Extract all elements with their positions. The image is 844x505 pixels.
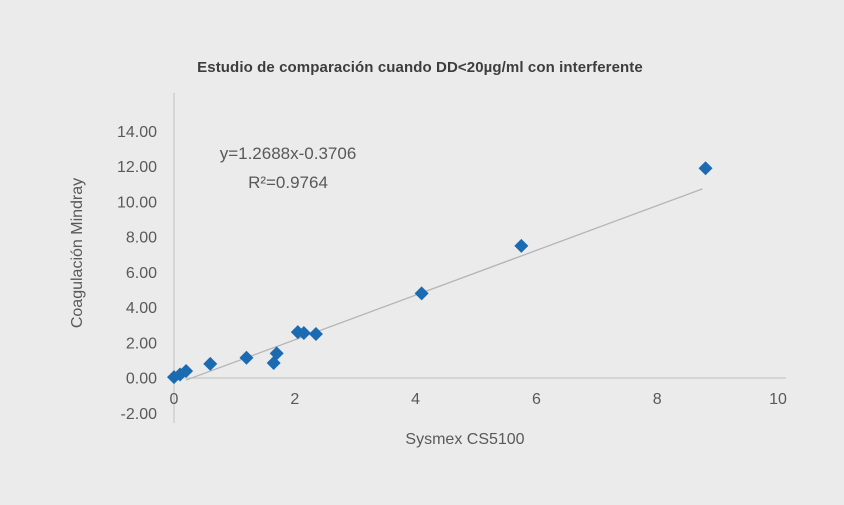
data-point	[203, 356, 218, 371]
data-point	[239, 350, 254, 365]
y-tick-label: 2.00	[126, 335, 157, 352]
y-tick-label: -2.00	[121, 406, 158, 423]
data-point	[179, 363, 194, 378]
trendline-equation-text: y=1.2688x-0.3706	[219, 144, 357, 163]
data-point	[514, 238, 529, 253]
data-point	[296, 326, 311, 341]
y-tick-label: 0.00	[126, 371, 157, 388]
y-tick-label: 6.00	[126, 265, 157, 282]
y-tick-label: 10.00	[117, 194, 157, 211]
x-tick-label: 6	[532, 391, 541, 408]
data-point	[308, 326, 323, 341]
y-tick-label: 8.00	[126, 230, 157, 247]
data-point	[698, 161, 713, 176]
y-tick-label: 4.00	[126, 300, 157, 317]
trendline-annotation: y=1.2688x-0.3706 R²=0.9764	[220, 139, 357, 197]
x-tick-label: 8	[653, 391, 662, 408]
chart-title: Estudio de comparación cuando DD<20µg/ml…	[197, 59, 643, 76]
x-tick-label: 2	[290, 391, 299, 408]
data-point	[269, 346, 284, 361]
trend-line	[185, 188, 703, 381]
x-tick-label: 0	[170, 391, 179, 408]
data-point	[414, 286, 429, 301]
r-squared-text: R²=0.9764	[248, 173, 328, 192]
x-axis-title: Sysmex CS5100	[405, 431, 525, 448]
y-tick-label: 12.00	[117, 159, 157, 176]
x-tick-label: 4	[411, 391, 420, 408]
y-tick-label: 14.00	[117, 124, 157, 141]
x-tick-label: 10	[769, 391, 787, 408]
